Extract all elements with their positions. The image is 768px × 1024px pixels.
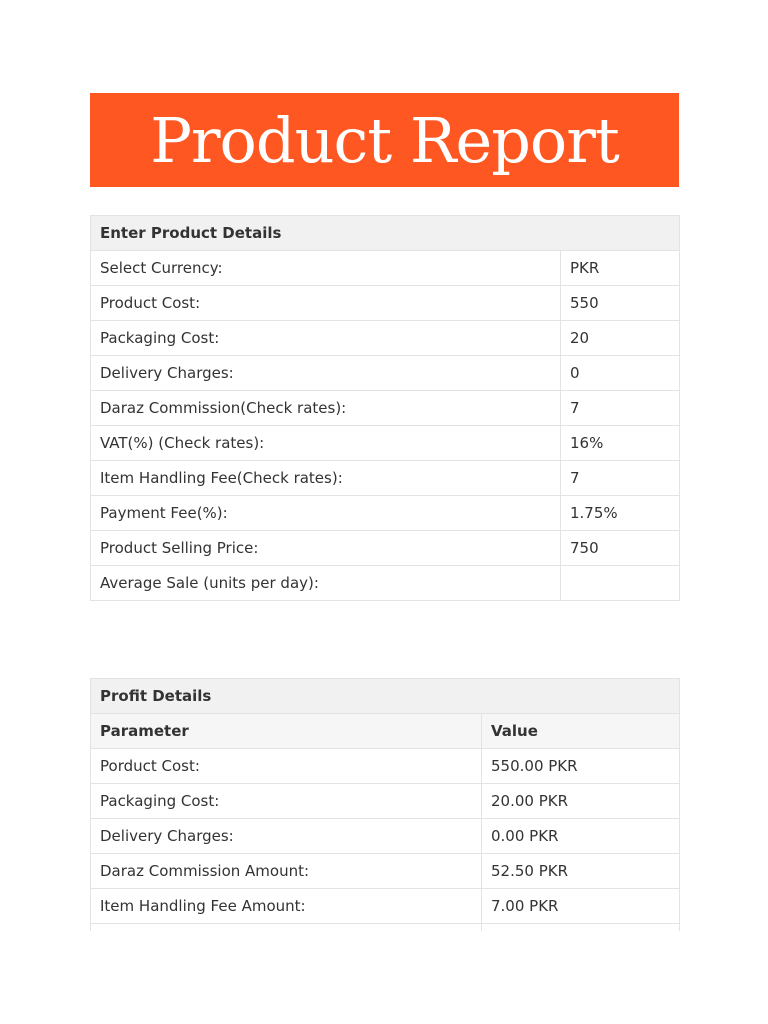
currency-value[interactable]: PKR (559, 250, 681, 286)
table-row: Item Handling Fee Amount: 7.00 PKR (90, 888, 680, 924)
product-details-table: Enter Product Details Select Currency: P… (89, 215, 681, 601)
table-row: Daraz Commission(Check rates): 7 (90, 390, 681, 426)
table-row: Average Sale (units per day): (90, 565, 681, 601)
table-row: Product Cost: 550 (90, 285, 681, 321)
profit-value: 0.00 PKR (481, 818, 680, 854)
table-row: Packaging Cost: 20.00 PKR (90, 783, 680, 819)
table-row: Item Handling Fee(Check rates): 7 (90, 460, 681, 496)
value-column-header: Value (481, 713, 680, 749)
profit-value: 20.00 PKR (481, 783, 680, 819)
table-row: Porduct Cost: 550.00 PKR (90, 748, 680, 784)
profit-section-header: Profit Details (90, 678, 680, 714)
table-row: Payment Fee(%): 1.75% (90, 495, 681, 531)
average-sale-value[interactable] (559, 565, 681, 601)
table-row: Product Selling Price: 750 (90, 530, 681, 566)
payment-fee-value[interactable]: 1.75% (559, 495, 681, 531)
delivery-charges-value[interactable]: 0 (559, 355, 681, 391)
profit-label: Porduct Cost: (90, 748, 482, 784)
selling-price-value[interactable]: 750 (559, 530, 681, 566)
detail-label: Select Currency: (90, 250, 561, 286)
commission-value[interactable]: 7 (559, 390, 681, 426)
detail-label: Daraz Commission(Check rates): (90, 390, 561, 426)
detail-label: VAT(%) (Check rates): (90, 425, 561, 461)
profit-label: Item Handling Fee Amount: (90, 888, 482, 924)
details-heading: Enter Product Details (89, 215, 681, 251)
profit-value: 52.50 PKR (481, 853, 680, 889)
packaging-cost-value[interactable]: 20 (559, 320, 681, 356)
page-title: Product Report (150, 104, 620, 177)
vat-value[interactable]: 16% (559, 425, 681, 461)
profit-column-header: Parameter Value (90, 713, 680, 749)
profit-label: Packaging Cost: (90, 783, 482, 819)
table-row: VAT(%) (Check rates): 16% (90, 425, 681, 461)
table-row: Delivery Charges: 0.00 PKR (90, 818, 680, 854)
detail-label: Product Cost: (90, 285, 561, 321)
detail-label: Payment Fee(%): (90, 495, 561, 531)
profit-heading: Profit Details (90, 678, 680, 714)
detail-label: Average Sale (units per day): (90, 565, 561, 601)
table-row: Daraz Commission Amount: 52.50 PKR (90, 853, 680, 889)
page-bottom-margin (0, 931, 768, 1024)
detail-label: Delivery Charges: (90, 355, 561, 391)
table-row: Packaging Cost: 20 (90, 320, 681, 356)
detail-label: Product Selling Price: (90, 530, 561, 566)
profit-label: Daraz Commission Amount: (90, 853, 482, 889)
parameter-column-header: Parameter (90, 713, 482, 749)
detail-label: Packaging Cost: (90, 320, 561, 356)
profit-value: 550.00 PKR (481, 748, 680, 784)
profit-details-table: Profit Details Parameter Value Porduct C… (90, 678, 680, 959)
profit-label: Delivery Charges: (90, 818, 482, 854)
handling-fee-value[interactable]: 7 (559, 460, 681, 496)
table-row: Select Currency: PKR (90, 250, 681, 286)
detail-label: Item Handling Fee(Check rates): (90, 460, 561, 496)
product-cost-value[interactable]: 550 (559, 285, 681, 321)
profit-value: 7.00 PKR (481, 888, 680, 924)
report-banner: Product Report (90, 93, 679, 187)
table-row: Delivery Charges: 0 (90, 355, 681, 391)
details-section-header: Enter Product Details (89, 215, 681, 251)
